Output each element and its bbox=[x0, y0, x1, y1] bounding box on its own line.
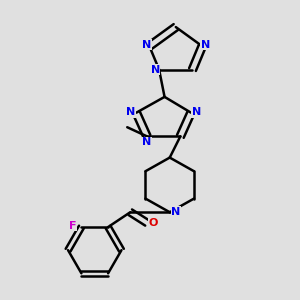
Text: N: N bbox=[192, 107, 201, 117]
Text: N: N bbox=[142, 40, 151, 50]
Text: N: N bbox=[171, 207, 180, 217]
Text: N: N bbox=[142, 137, 152, 147]
Text: N: N bbox=[126, 107, 136, 117]
Text: F: F bbox=[69, 220, 76, 230]
Text: N: N bbox=[201, 40, 210, 50]
Text: O: O bbox=[149, 218, 158, 228]
Text: N: N bbox=[151, 64, 160, 75]
